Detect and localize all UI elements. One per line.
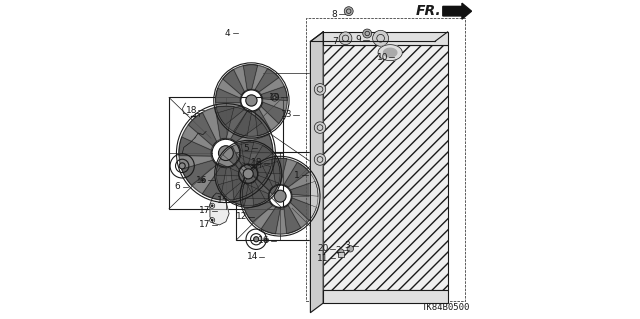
Polygon shape (239, 135, 273, 183)
Bar (340, 39, 356, 43)
Polygon shape (179, 137, 217, 185)
Polygon shape (310, 32, 323, 313)
Polygon shape (210, 193, 229, 225)
Polygon shape (243, 183, 273, 222)
Polygon shape (182, 160, 227, 200)
Polygon shape (244, 202, 280, 234)
Polygon shape (216, 70, 244, 103)
Polygon shape (284, 198, 316, 234)
Circle shape (211, 205, 213, 207)
Polygon shape (188, 106, 234, 146)
Circle shape (179, 163, 185, 169)
Text: 18: 18 (252, 158, 263, 167)
Text: 14: 14 (246, 252, 258, 261)
Polygon shape (255, 69, 287, 100)
Circle shape (246, 95, 257, 106)
Polygon shape (202, 164, 252, 200)
Text: 20: 20 (317, 244, 329, 253)
Circle shape (253, 237, 259, 242)
Circle shape (273, 96, 276, 99)
Polygon shape (383, 48, 397, 57)
Polygon shape (261, 205, 301, 234)
Circle shape (344, 7, 353, 16)
Polygon shape (230, 111, 273, 153)
Circle shape (266, 239, 268, 241)
Polygon shape (252, 175, 278, 205)
Polygon shape (252, 145, 280, 174)
Text: 15: 15 (217, 197, 228, 205)
Polygon shape (250, 158, 287, 190)
Text: 4: 4 (225, 29, 230, 38)
Polygon shape (378, 45, 403, 61)
Polygon shape (271, 158, 309, 187)
Polygon shape (243, 163, 273, 199)
Text: 17: 17 (200, 206, 211, 215)
Polygon shape (216, 146, 242, 176)
Text: 8: 8 (332, 10, 337, 19)
Circle shape (274, 190, 286, 202)
Text: 7: 7 (332, 37, 338, 46)
Polygon shape (257, 161, 280, 194)
Polygon shape (216, 163, 242, 196)
Circle shape (202, 179, 204, 181)
Text: TK84B0500: TK84B0500 (422, 303, 470, 312)
Circle shape (337, 249, 344, 255)
Text: 17: 17 (200, 220, 211, 229)
Circle shape (314, 84, 326, 95)
Text: 16: 16 (196, 176, 208, 185)
Circle shape (243, 169, 253, 179)
Text: 12: 12 (236, 212, 248, 221)
Circle shape (339, 32, 352, 45)
Polygon shape (215, 106, 262, 142)
Text: 19: 19 (269, 93, 280, 102)
Circle shape (363, 29, 372, 38)
Text: 6: 6 (175, 182, 180, 191)
Bar (321, 231, 330, 260)
Bar (323, 290, 447, 303)
Text: 9: 9 (355, 35, 361, 44)
Text: 11: 11 (317, 254, 329, 263)
Text: 1: 1 (294, 171, 300, 180)
Circle shape (211, 219, 213, 221)
Text: 5: 5 (244, 144, 250, 153)
Circle shape (347, 246, 353, 252)
Text: 3: 3 (344, 241, 350, 250)
Polygon shape (255, 102, 285, 136)
Bar (169, 98, 283, 209)
Polygon shape (179, 112, 217, 156)
Polygon shape (216, 88, 244, 125)
Polygon shape (234, 109, 271, 136)
Text: 2: 2 (336, 246, 341, 255)
Polygon shape (218, 106, 252, 136)
Polygon shape (243, 65, 279, 92)
Polygon shape (230, 155, 271, 199)
Polygon shape (223, 65, 258, 95)
Polygon shape (284, 162, 318, 196)
Polygon shape (223, 142, 253, 169)
Circle shape (314, 122, 326, 133)
Circle shape (372, 30, 388, 46)
Polygon shape (218, 179, 248, 205)
Circle shape (314, 154, 326, 165)
Text: 10: 10 (376, 53, 388, 62)
Polygon shape (261, 86, 287, 123)
Bar (323, 32, 447, 45)
Text: 16: 16 (259, 236, 270, 245)
Bar (323, 45, 447, 290)
Circle shape (218, 146, 234, 160)
Bar (337, 252, 344, 257)
Text: 18: 18 (186, 106, 197, 115)
Text: FR.: FR. (415, 4, 441, 18)
Polygon shape (443, 3, 472, 19)
Polygon shape (291, 182, 318, 220)
Text: 13: 13 (281, 110, 292, 119)
Polygon shape (241, 142, 273, 166)
Bar (236, 152, 324, 240)
Polygon shape (232, 182, 266, 206)
